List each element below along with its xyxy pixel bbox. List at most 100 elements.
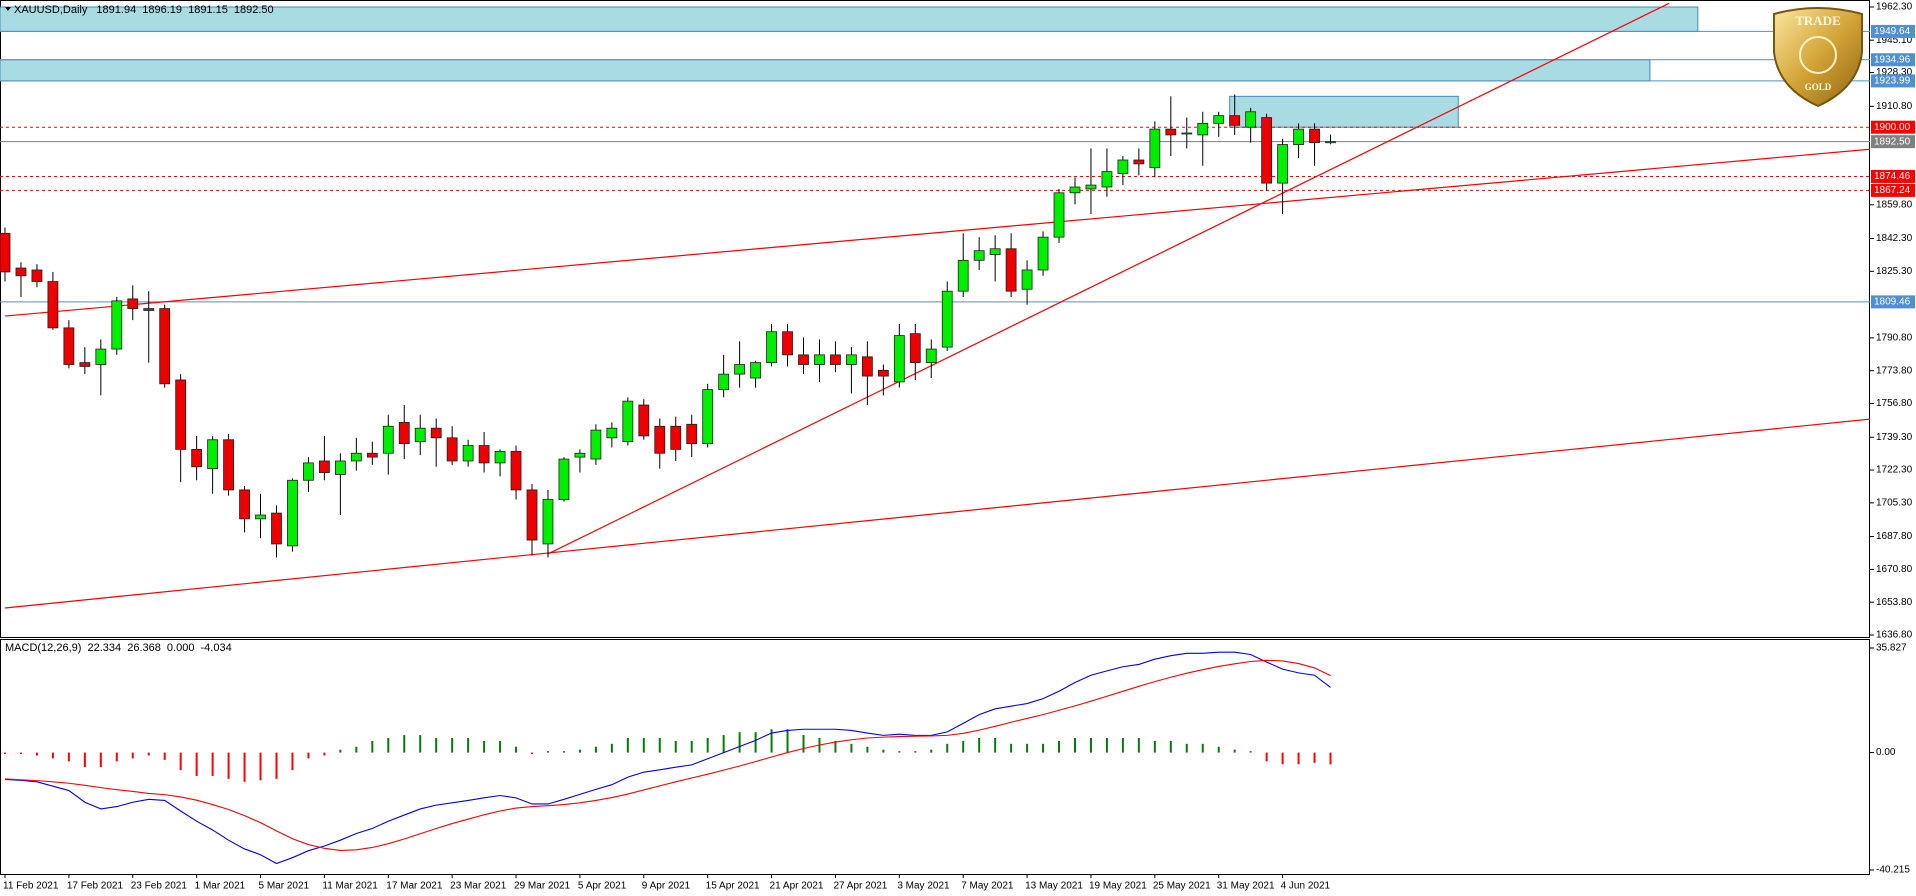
y-tick-label: 1910.80: [1876, 101, 1913, 112]
candle-body: [255, 514, 266, 520]
macd-line: [4, 651, 1331, 865]
candle-body: [350, 452, 362, 462]
candle-body: [622, 400, 634, 443]
macd-header: MACD(12,26,9) 22.334 26.368 0.000 -4.034: [5, 642, 232, 654]
candle-body: [670, 425, 682, 450]
candle-body: [31, 269, 43, 282]
candle-body: [462, 445, 474, 462]
y-tick-label: 1928.30: [1876, 67, 1913, 78]
candle-body: [861, 356, 873, 377]
candle-body: [414, 427, 426, 443]
candle-body: [558, 458, 570, 500]
candle-body: [989, 248, 1001, 255]
candle-body: [398, 421, 410, 445]
candle-body: [79, 362, 91, 367]
candle-body: [909, 333, 921, 363]
candle-body: [782, 331, 793, 356]
logo-top: TRADE: [1795, 13, 1841, 28]
x-tick-label: 7 May 2021: [961, 881, 1014, 892]
candle-body: [207, 439, 219, 470]
candle-body: [127, 298, 139, 309]
level-label: 1934.96: [1874, 54, 1911, 65]
y-tick-label: 1756.80: [1876, 398, 1913, 409]
candle-body: [1245, 111, 1257, 128]
candle-body: [750, 362, 761, 379]
y-tick-label: 1790.80: [1876, 333, 1913, 344]
x-tick-label: 11 Feb 2021: [3, 881, 59, 892]
y-tick-label: 0.00: [1876, 747, 1896, 758]
candle-body: [734, 364, 746, 375]
level-label-box: [1871, 120, 1915, 134]
y-tick-label: 35.827: [1876, 643, 1907, 654]
candle-body: [47, 281, 59, 329]
candle-body: [1325, 141, 1336, 144]
symbol-title: XAUUSD,Daily: [14, 4, 88, 16]
x-tick-label: 15 Apr 2021: [706, 881, 760, 892]
level-label: 1874.46: [1874, 171, 1911, 182]
level-label: 1809.46: [1874, 297, 1911, 308]
level-label-box: [1871, 183, 1915, 197]
x-tick-label: 4 Jun 2021: [1281, 881, 1331, 892]
trendline: [547, 2, 1670, 555]
x-tick-label: 9 Apr 2021: [642, 881, 691, 892]
candle-body: [271, 512, 282, 545]
candle-body: [366, 452, 378, 458]
x-tick-label: 11 Mar 2021: [322, 881, 378, 892]
x-tick-label: 5 Mar 2021: [259, 881, 310, 892]
level-label-box: [1871, 74, 1915, 88]
x-tick-label: 19 May 2021: [1089, 881, 1147, 892]
macd-panel: [0, 639, 1870, 875]
header-close: 1892.50: [234, 4, 274, 16]
macd-osma: 0.000: [167, 642, 195, 654]
candle-body: [191, 448, 203, 468]
y-tick-label: 1825.30: [1876, 266, 1913, 277]
level-label: 1900.00: [1874, 122, 1911, 133]
x-tick-label: 29 Mar 2021: [514, 881, 571, 892]
macd-signal: 26.368: [127, 642, 161, 654]
logo-ring: [1799, 36, 1837, 74]
x-tick-label: 13 May 2021: [1025, 881, 1083, 892]
candle-body: [1021, 269, 1033, 290]
candle-body: [1085, 184, 1097, 190]
candle-body: [1213, 115, 1225, 124]
candle-body: [574, 452, 586, 458]
y-tick-label: 1687.80: [1876, 531, 1913, 542]
candle-body: [143, 308, 155, 311]
candle-body: [95, 348, 107, 365]
x-tick-label: 3 May 2021: [897, 881, 950, 892]
candle-body: [846, 354, 857, 365]
macd-main: 22.334: [87, 642, 121, 654]
level-label-box: [1871, 295, 1915, 309]
candle-body: [893, 335, 905, 383]
candle-body: [957, 259, 969, 292]
price-panel: [0, 0, 1870, 638]
candle-body: [925, 348, 937, 363]
candle-body: [1229, 115, 1241, 126]
x-tick-label: 25 May 2021: [1153, 881, 1211, 892]
y-tick-label: 1773.80: [1876, 365, 1913, 376]
x-tick-label: 17 Feb 2021: [67, 881, 124, 892]
candle-body: [175, 379, 187, 450]
logo: TRADE GOLD: [1773, 7, 1863, 108]
y-tick-label: 1670.80: [1876, 564, 1913, 575]
x-tick-label: 27 Apr 2021: [833, 881, 887, 892]
y-tick-label: 1962.30: [1876, 2, 1913, 13]
header-open: 1891.94: [96, 4, 136, 16]
y-tick-label: 1722.30: [1876, 465, 1913, 476]
candle-body: [606, 427, 618, 439]
candle-body: [1133, 159, 1145, 165]
candle-body: [638, 404, 650, 437]
candle-body: [542, 499, 554, 545]
candle-body: [510, 450, 522, 491]
candle-body: [15, 267, 27, 277]
x-tick-label: 5 Apr 2021: [578, 881, 627, 892]
candle-body: [814, 354, 825, 365]
axes: 1962.30 1945.10 1928.30 1910.80 1859.80 1842.…: [3, 2, 1915, 892]
logo-bottom: GOLD: [1805, 82, 1832, 92]
candle-body: [287, 479, 298, 547]
level-label: 1923.99: [1874, 76, 1911, 87]
y-tick-label: 1636.80: [1876, 630, 1913, 641]
macd-hist: -4.034: [201, 642, 232, 654]
candle-body: [478, 445, 490, 464]
